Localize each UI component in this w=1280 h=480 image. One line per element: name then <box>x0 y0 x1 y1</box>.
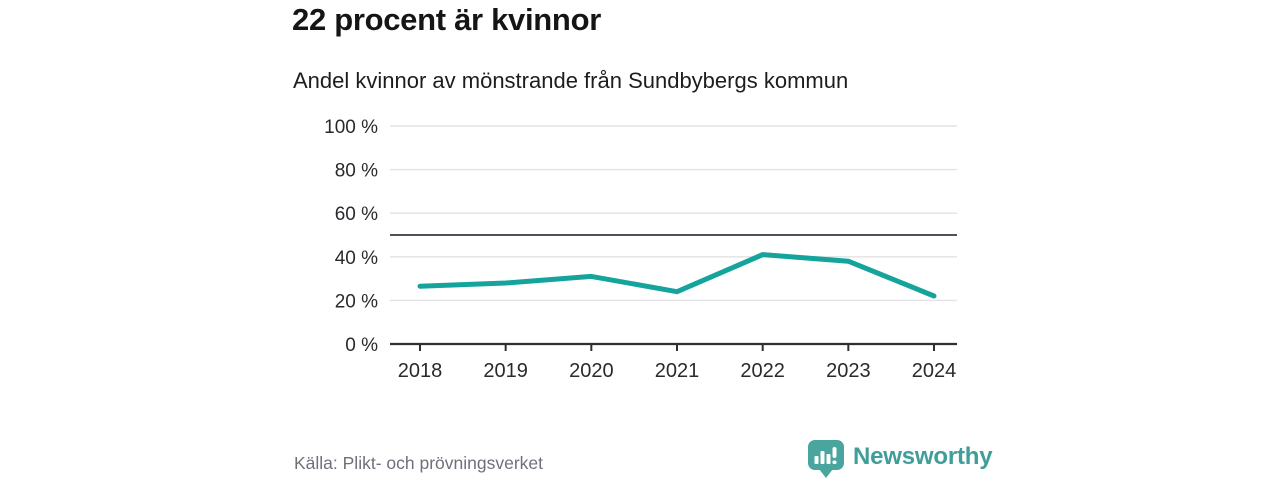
x-tick-label: 2021 <box>655 360 700 382</box>
x-axis-labels: 2018 2019 2020 2021 2022 2023 2024 <box>398 360 957 382</box>
newsworthy-brand: Newsworthy <box>808 440 993 478</box>
data-line <box>417 252 937 299</box>
chart-subtitle: Andel kvinnor av mönstrande från Sundbyb… <box>293 68 849 93</box>
y-axis-labels: 0 % 20 % 40 % 60 % 80 % 100 % <box>324 117 378 356</box>
x-tick-label: 2020 <box>569 360 614 382</box>
y-tick-label: 20 % <box>335 291 378 312</box>
newsworthy-wordmark: Newsworthy <box>853 443 993 470</box>
x-tick-label: 2022 <box>740 360 785 382</box>
chart-svg: 0 % 20 % 40 % 60 % 80 % 100 % 2018 2019 2020 202… <box>324 117 957 382</box>
source-caption: Källa: Plikt- och prövningsverket <box>294 453 543 473</box>
x-tick-label: 2023 <box>826 360 871 382</box>
x-tick-label: 2018 <box>398 360 443 382</box>
newsworthy-logo-icon <box>808 440 844 478</box>
x-tick-label: 2019 <box>483 360 528 382</box>
y-tick-label: 80 % <box>335 161 378 182</box>
gridlines <box>390 125 957 302</box>
y-tick-label: 60 % <box>335 204 378 225</box>
axes <box>390 342 957 351</box>
page-title: 22 procent är kvinnor <box>292 2 601 37</box>
y-tick-label: 0 % <box>345 335 378 356</box>
y-tick-label: 100 % <box>324 117 378 138</box>
y-tick-label: 40 % <box>335 248 378 269</box>
line-chart: 0 % 20 % 40 % 60 % 80 % 100 % 2018 2019 2020 202… <box>320 105 980 395</box>
x-tick-label: 2024 <box>912 360 957 382</box>
series-line <box>417 252 937 299</box>
